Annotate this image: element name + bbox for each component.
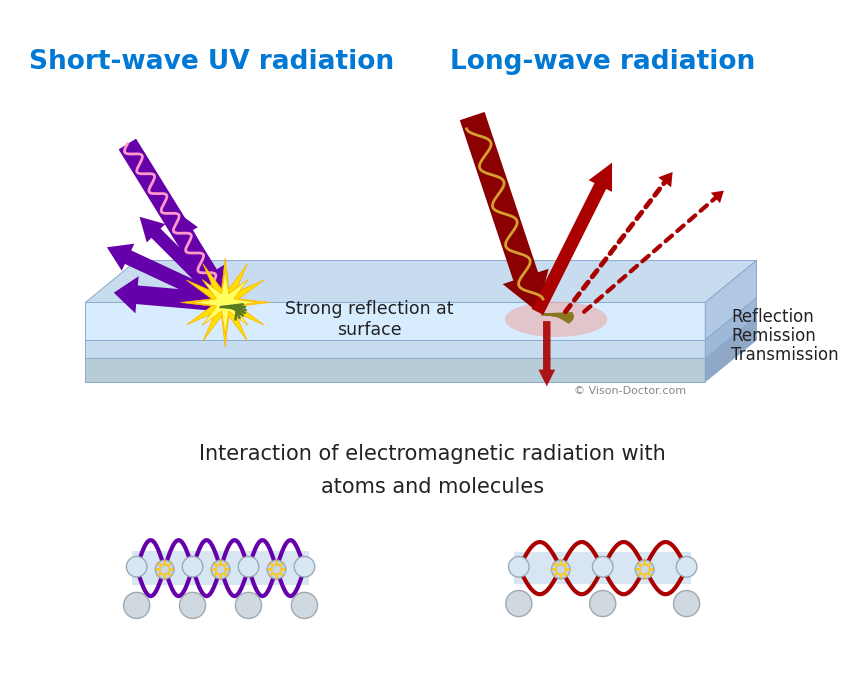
Polygon shape [193,270,258,335]
Circle shape [124,592,149,618]
Polygon shape [85,298,756,340]
Circle shape [508,557,529,577]
Polygon shape [636,571,642,577]
Polygon shape [163,559,166,565]
Text: Long-wave radiation: Long-wave radiation [450,49,754,75]
Circle shape [635,560,653,579]
Ellipse shape [504,302,606,337]
Polygon shape [705,316,756,382]
Polygon shape [562,562,567,567]
Polygon shape [275,574,278,579]
Polygon shape [213,562,218,567]
Polygon shape [634,568,640,571]
Circle shape [183,557,203,577]
Polygon shape [157,562,162,567]
Polygon shape [223,571,228,577]
Polygon shape [85,340,705,359]
Polygon shape [224,568,230,571]
Polygon shape [269,571,274,577]
Circle shape [211,560,229,579]
Polygon shape [210,568,216,571]
Polygon shape [281,568,287,571]
Circle shape [551,560,570,579]
Polygon shape [132,551,309,585]
Polygon shape [562,571,567,577]
Polygon shape [514,552,690,584]
Polygon shape [648,568,654,571]
Polygon shape [169,568,175,571]
Text: Short-wave UV radiation: Short-wave UV radiation [29,49,393,75]
Polygon shape [223,562,228,567]
Polygon shape [705,260,756,340]
Polygon shape [180,258,270,347]
Polygon shape [166,571,171,577]
Polygon shape [213,571,218,577]
Polygon shape [642,574,646,579]
Circle shape [238,557,258,577]
Polygon shape [278,562,283,567]
Polygon shape [553,571,558,577]
Polygon shape [646,562,651,567]
Polygon shape [85,359,705,382]
Circle shape [267,560,286,579]
Circle shape [589,590,615,616]
Polygon shape [177,212,229,305]
Polygon shape [531,163,612,315]
Polygon shape [705,298,756,359]
Polygon shape [559,574,561,579]
Polygon shape [139,217,229,307]
Circle shape [673,590,699,616]
Polygon shape [642,559,646,565]
Text: Remission: Remission [730,327,815,345]
Polygon shape [646,571,651,577]
Text: © Vison-Doctor.com: © Vison-Doctor.com [574,386,686,396]
Circle shape [505,590,531,616]
Polygon shape [163,574,166,579]
Polygon shape [107,244,228,309]
Polygon shape [218,574,222,579]
Polygon shape [658,172,672,187]
Circle shape [676,557,696,577]
Polygon shape [537,321,554,386]
Polygon shape [459,112,548,312]
Polygon shape [85,260,756,302]
Polygon shape [157,571,162,577]
Polygon shape [269,562,274,567]
Circle shape [155,560,174,579]
Polygon shape [559,559,561,565]
Polygon shape [119,139,225,302]
Polygon shape [553,562,558,567]
Circle shape [592,557,612,577]
Circle shape [291,592,317,618]
Circle shape [179,592,206,618]
Circle shape [293,557,314,577]
Text: Reflection: Reflection [730,308,813,326]
Polygon shape [710,190,723,203]
Polygon shape [550,568,555,571]
Polygon shape [278,571,283,577]
Text: Strong reflection at
surface: Strong reflection at surface [285,300,454,339]
Polygon shape [85,302,705,340]
Text: Interaction of electromagnetic radiation with
atoms and molecules: Interaction of electromagnetic radiation… [199,444,664,497]
Polygon shape [166,562,171,567]
Polygon shape [113,276,226,314]
Polygon shape [275,559,278,565]
Polygon shape [565,568,571,571]
Polygon shape [154,568,160,571]
Circle shape [126,557,147,577]
Text: Transmission: Transmission [730,346,838,363]
Polygon shape [266,568,272,571]
Circle shape [235,592,261,618]
Polygon shape [636,562,642,567]
Polygon shape [218,559,222,565]
Polygon shape [85,316,756,359]
